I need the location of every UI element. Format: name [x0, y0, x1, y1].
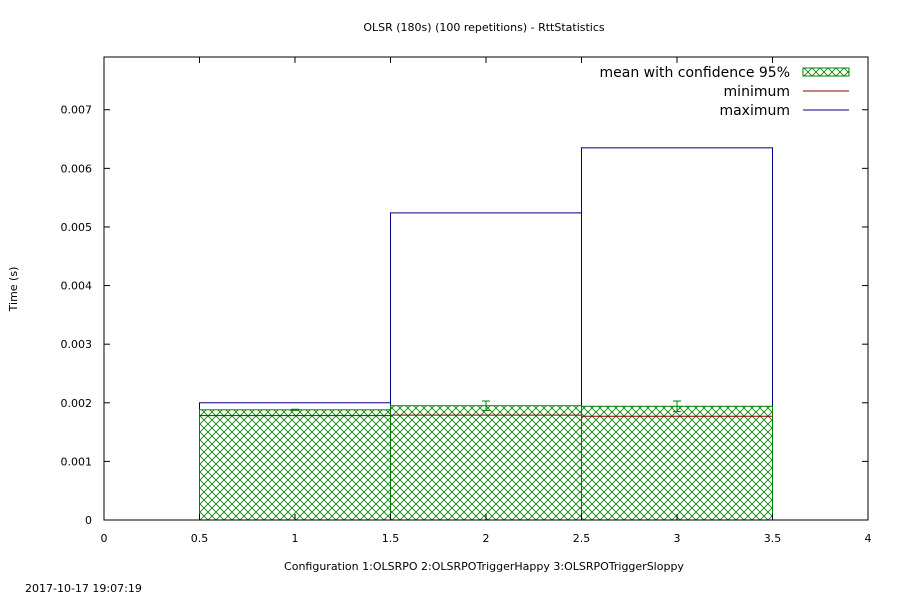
- legend-label-1: mean with confidence 95%: [599, 65, 790, 81]
- x-axis-label: Configuration 1:OLSRPO 2:OLSRPOTriggerHa…: [284, 560, 684, 573]
- legend-label-3: maximum: [719, 103, 790, 119]
- x-tick-label-8: 4: [865, 532, 872, 545]
- y-tick-label-7: 0.007: [61, 104, 93, 117]
- y-tick-label-2: 0.002: [61, 397, 93, 410]
- y-tick-label-6: 0.006: [61, 162, 93, 175]
- legend-swatch-1: [802, 67, 850, 77]
- x-tick-label-6: 3: [674, 532, 681, 545]
- y-tick-label-3: 0.003: [61, 338, 93, 351]
- chart-title: OLSR (180s) (100 repetitions) - RttStati…: [363, 21, 605, 34]
- y-tick-label-5: 0.005: [61, 221, 93, 234]
- legend: mean with confidence 95% minimum maximum: [599, 65, 850, 119]
- legend-label-2: minimum: [724, 84, 790, 100]
- tick-labels: 0 0.5 1 1.5 2 2.5 3 3.5 4 0 0.001 0.002 0.003 0.004 0.…: [61, 57, 872, 545]
- plot-area: [103, 56, 869, 521]
- x-tick-label-3: 1.5: [382, 532, 400, 545]
- y-axis-label: Time (s): [7, 267, 20, 313]
- ci-errorbar-3: [673, 400, 681, 413]
- x-tick-label-1: 0.5: [191, 532, 209, 545]
- x-tick-label-5: 2.5: [573, 532, 591, 545]
- ci-errorbar-1: [291, 408, 299, 411]
- timestamp: 2017-10-17 19:07:19: [25, 582, 142, 595]
- x-tick-label-0: 0: [101, 532, 108, 545]
- y-tick-label-1: 0.001: [61, 455, 93, 468]
- x-tick-label-2: 1: [292, 532, 299, 545]
- mean-bar-3: [581, 405, 773, 521]
- mean-bar-2: [390, 405, 582, 521]
- mean-bar-1: [199, 409, 391, 521]
- ci-errorbar-2: [482, 400, 490, 411]
- y-tick-label-4: 0.004: [61, 280, 93, 293]
- y-tick-label-0: 0: [85, 514, 92, 527]
- x-tick-label-4: 2: [483, 532, 490, 545]
- x-tick-label-7: 3.5: [764, 532, 782, 545]
